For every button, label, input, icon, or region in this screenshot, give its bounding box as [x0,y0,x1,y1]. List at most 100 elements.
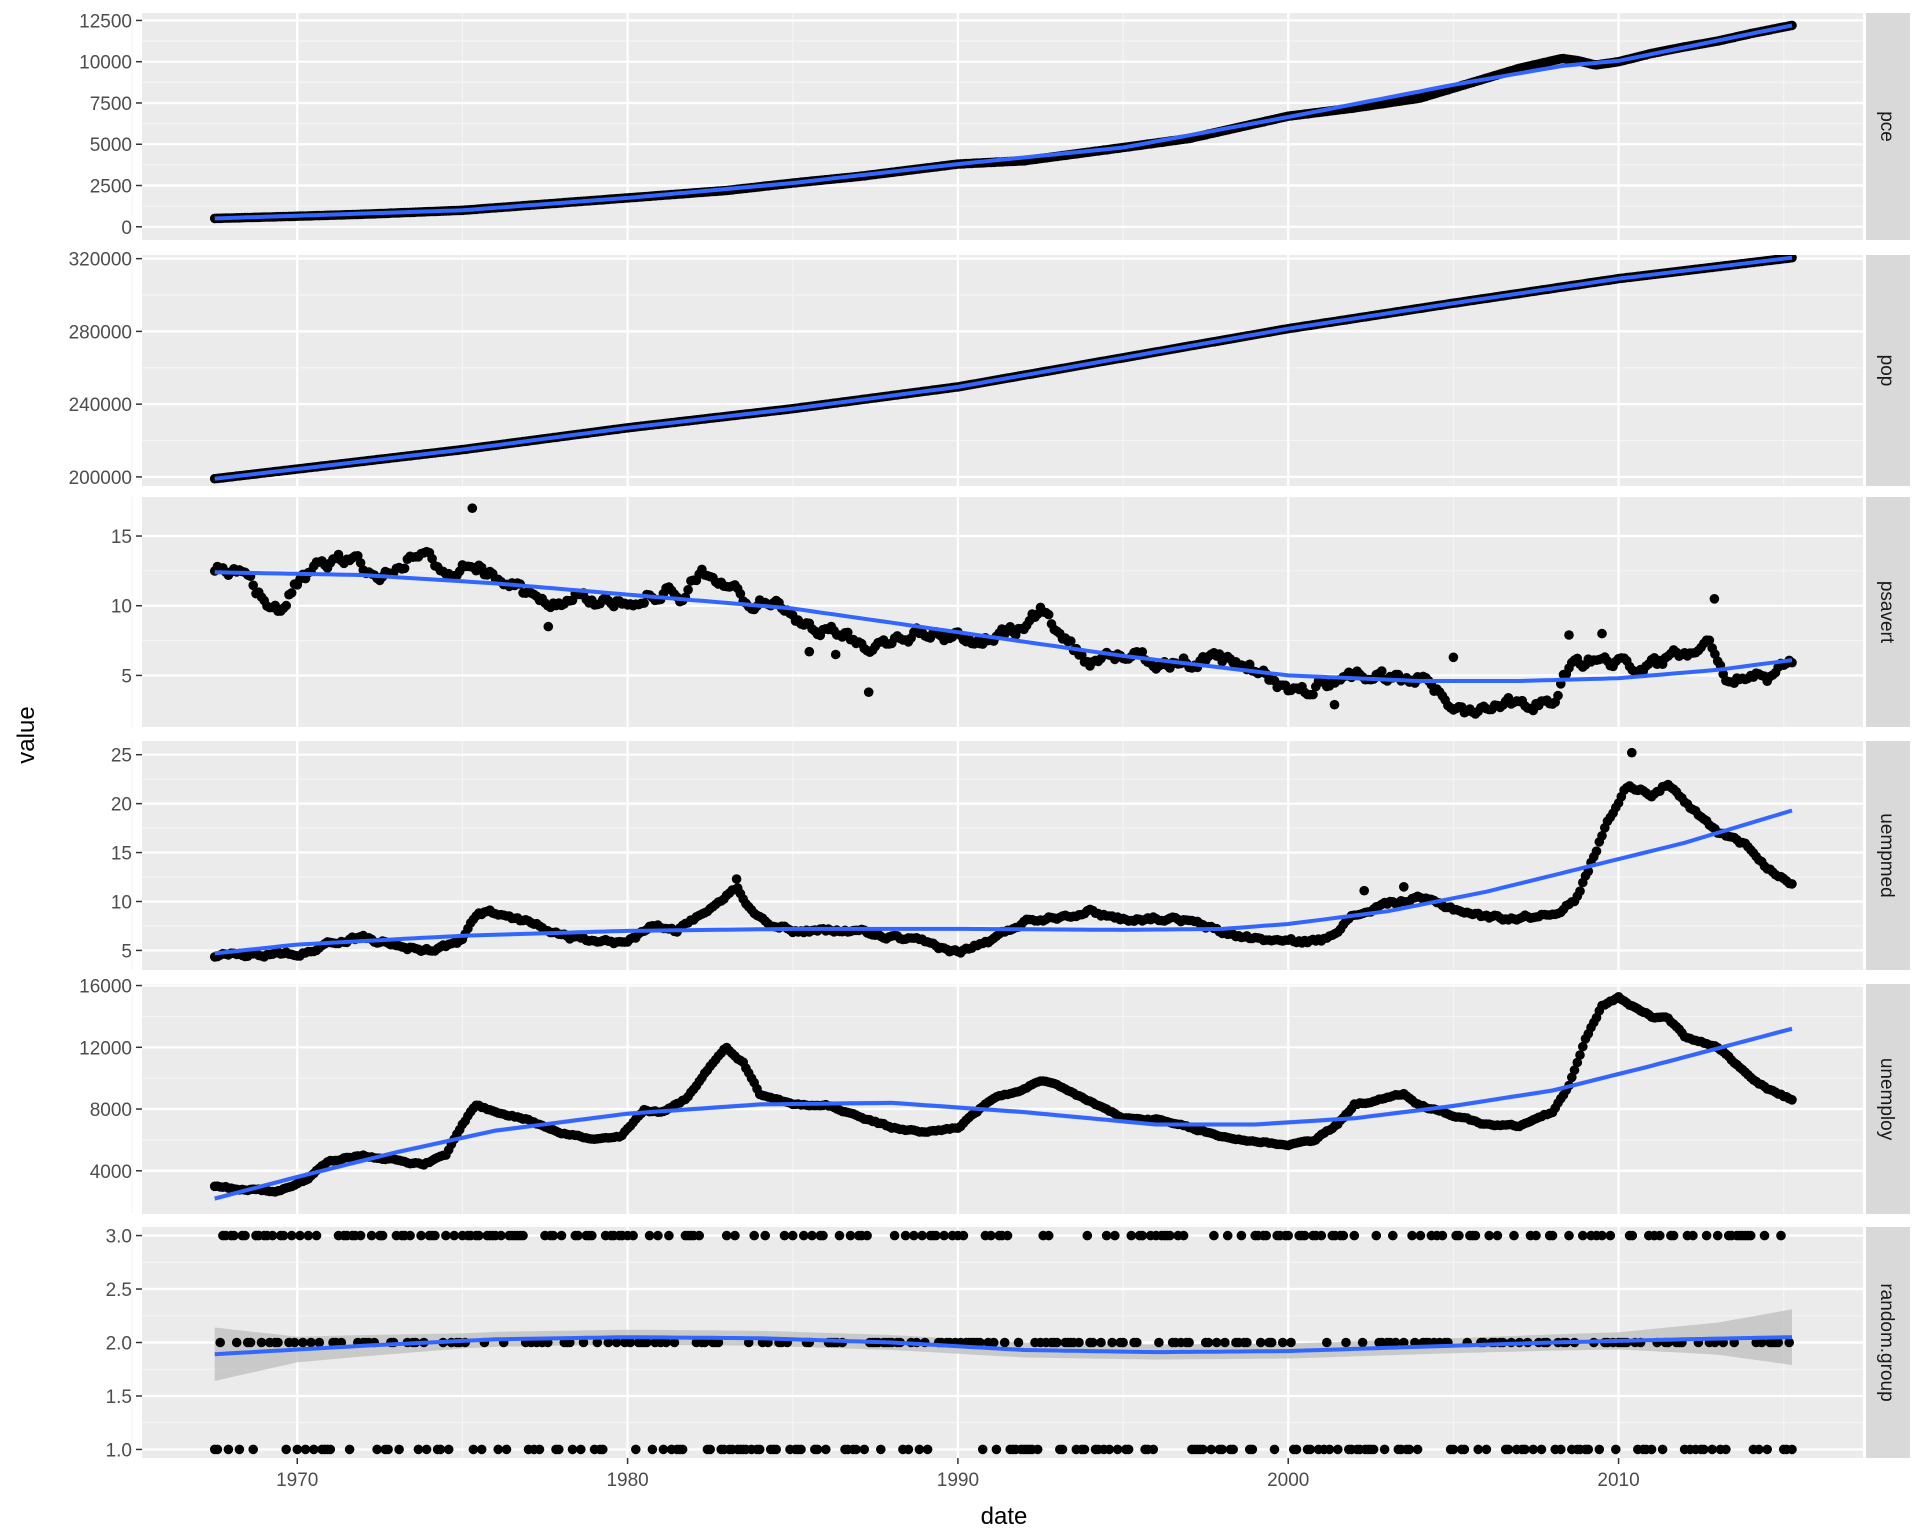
data-point [314,1337,325,1348]
data-point [694,1230,704,1241]
data-point [554,1444,564,1455]
data-point [1520,1444,1530,1455]
data-layer [209,747,1797,962]
y-tick-label: 2.0 [106,1334,132,1355]
data-point [1583,1444,1594,1455]
data-point [1745,1230,1756,1241]
smooth-trend-line [214,1335,1793,1357]
data-point [1787,1444,1797,1455]
data-point [273,1337,283,1348]
data-point [303,1230,314,1241]
data-point [501,1444,512,1455]
data-point [1787,879,1797,889]
data-point [240,1230,250,1241]
facet-strip-label: unemploy [1876,1058,1897,1141]
data-point [1132,1337,1142,1348]
data-point [1126,1230,1137,1241]
data-point [1627,747,1637,758]
data-point [1359,885,1369,896]
data-point [223,1444,234,1455]
y-tick-label: 5000 [90,135,132,156]
data-point [1137,647,1148,657]
data-point [1404,1444,1415,1455]
data-point [658,1444,669,1455]
data-point [1531,1230,1541,1241]
data-point [1597,831,1607,841]
data-point [405,1230,415,1241]
data-point [1594,1444,1605,1455]
data-point [355,1230,366,1241]
data-point [863,687,874,697]
data-point [1591,846,1602,856]
data-point [1088,1337,1098,1348]
facet-strip-label: uempmed [1876,813,1897,898]
data-point [534,1444,545,1455]
data-point [1322,1337,1332,1348]
data-point [1110,1230,1120,1241]
facet-panel-unemploy: 4000 8000 12000 16000 unemploy [79,977,1910,1214]
data-point [834,1230,845,1241]
y-tick-label: 8000 [90,1100,132,1121]
data-point [628,1230,638,1241]
data-point [1308,689,1318,700]
data-point [427,553,437,564]
y-tick-label: 240000 [69,395,132,416]
data-point [229,1230,239,1241]
data-point [1379,1444,1390,1455]
data-point [1556,1444,1566,1455]
y-tick-label: 3.0 [106,1227,132,1248]
data-point [799,1230,809,1241]
data-point [1242,1337,1252,1348]
data-point [735,589,746,599]
data-point [1305,1444,1316,1455]
data-point [1349,1230,1360,1241]
data-point [212,1444,223,1455]
data-point [1572,1057,1583,1068]
data-point [1165,1230,1175,1241]
data-point [1357,1337,1368,1348]
data-point [1547,1230,1558,1241]
data-point [1066,636,1076,646]
data-point [914,1444,925,1455]
data-point [1437,1230,1448,1241]
data-point [1118,1337,1128,1348]
data-point [1776,1230,1786,1241]
data-point [603,1337,614,1348]
data-point [625,1337,636,1348]
data-point [664,1230,674,1241]
data-point [1211,1337,1222,1348]
data-point [366,1230,377,1241]
data-point [1043,1230,1054,1241]
data-point [843,627,853,638]
data-point [1052,1337,1062,1348]
x-tick-label: 1980 [606,1470,648,1491]
data-point [311,1230,322,1241]
y-tick-label: 10 [111,597,132,618]
data-point [1377,666,1387,676]
facet-strip [1866,741,1910,970]
data-point [876,1444,886,1455]
data-point [245,1337,256,1348]
panel-background [142,497,1863,727]
data-point [1569,1065,1580,1075]
data-point [1368,1444,1379,1455]
data-point [1329,699,1340,710]
data-point [1247,1444,1258,1455]
data-point [1316,1230,1327,1241]
data-point [1481,1444,1492,1455]
smooth-trend-line [214,570,1793,683]
data-point [1754,1444,1764,1455]
data-point [292,1444,303,1455]
data-point [1043,609,1054,620]
data-point [653,1230,663,1241]
data-point [1567,1072,1577,1083]
facet-strip [1866,255,1910,486]
data-point [1338,1230,1349,1241]
data-point [1762,1444,1772,1455]
data-point [399,563,410,574]
data-layer [209,503,1797,719]
data-point [713,1337,724,1348]
data-point [1399,882,1409,892]
data-point [991,1444,1002,1455]
data-point [413,1444,424,1455]
